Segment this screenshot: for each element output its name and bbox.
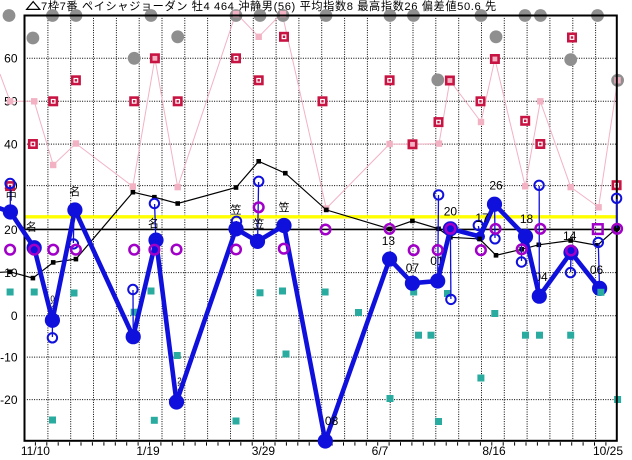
- svg-text:26: 26: [489, 179, 503, 193]
- svg-text:笠: 笠: [253, 216, 264, 230]
- svg-text:8/16: 8/16: [482, 444, 506, 458]
- svg-text:08: 08: [325, 414, 339, 428]
- svg-text:3/29: 3/29: [252, 444, 276, 458]
- svg-text:7枠7番 ペイシャジョーダン 牡4 464 沖静男(56): 7枠7番 ペイシャジョーダン 牡4 464 沖静男(56) 平均指数8 最高指数…: [41, 0, 497, 13]
- svg-text:1/19: 1/19: [136, 444, 160, 458]
- svg-text:笠: 笠: [279, 200, 290, 214]
- svg-text:18: 18: [520, 212, 534, 226]
- svg-text:20: 20: [444, 205, 458, 219]
- svg-text:06: 06: [590, 263, 604, 277]
- svg-text:0: 0: [50, 294, 55, 303]
- svg-text:中: 中: [6, 189, 17, 202]
- svg-text:-10: -10: [0, 350, 18, 364]
- svg-text:名: 名: [69, 184, 80, 198]
- svg-text:13: 13: [382, 234, 396, 248]
- svg-text:17: 17: [475, 211, 489, 225]
- svg-text:-20: -20: [0, 393, 18, 407]
- svg-text:0: 0: [11, 309, 18, 323]
- svg-text:60: 60: [4, 52, 18, 66]
- svg-text:笠: 笠: [231, 203, 242, 217]
- svg-text:14: 14: [563, 229, 577, 243]
- svg-text:名: 名: [148, 216, 159, 230]
- svg-text:名: 名: [26, 220, 37, 234]
- svg-text:20: 20: [4, 223, 18, 237]
- svg-text:40: 40: [4, 137, 18, 151]
- svg-text:11/10: 11/10: [21, 444, 50, 458]
- svg-text:2: 2: [177, 376, 182, 385]
- svg-text:07: 07: [406, 261, 420, 275]
- svg-text:2: 2: [50, 301, 55, 310]
- svg-text:6/7: 6/7: [372, 444, 389, 458]
- svg-text:10/25: 10/25: [593, 444, 623, 458]
